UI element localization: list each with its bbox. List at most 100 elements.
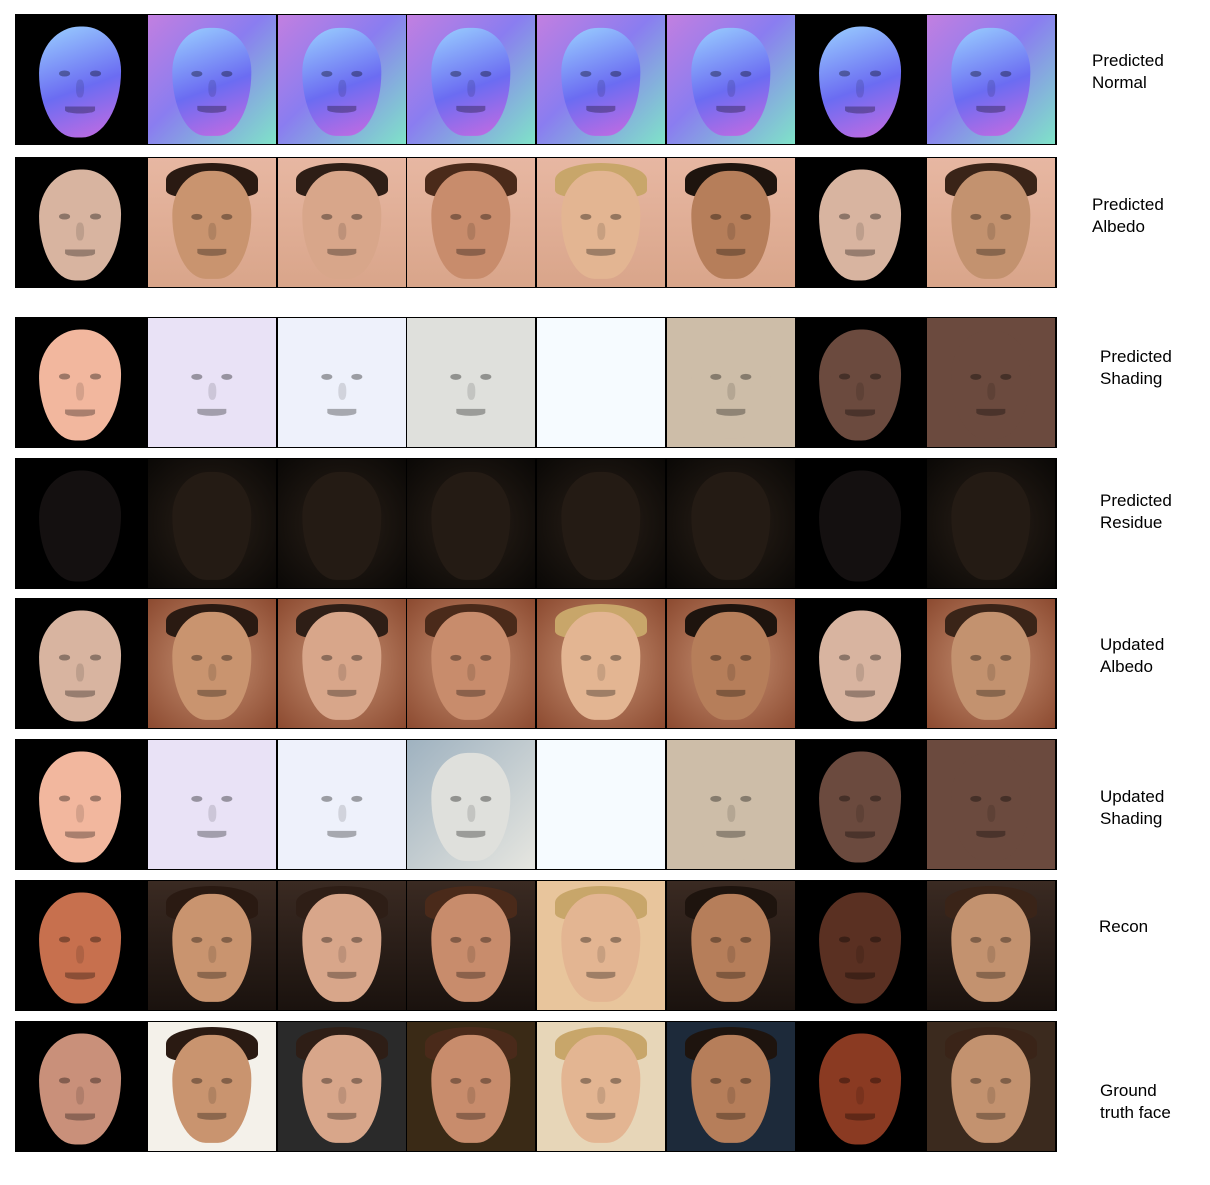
photo-face-4-image [537,740,665,869]
eye [610,214,622,220]
face [819,1033,901,1145]
mouth [845,106,875,114]
nose [75,663,85,682]
eye [221,655,233,661]
mouth [845,972,875,980]
eye [610,71,622,77]
nose [467,222,475,241]
nose [727,382,735,401]
mouth [716,408,746,416]
eye [351,796,363,802]
eye [221,374,233,380]
nose [75,79,85,98]
eye [450,937,462,943]
photo-face-3-image [407,599,535,728]
eye [480,937,492,943]
mouth [586,971,616,979]
face [819,892,901,1004]
eye [869,213,882,220]
photo-face-6-image [927,1022,1055,1151]
face [951,330,1031,440]
mouth [456,105,486,113]
face [302,330,382,440]
nose [987,663,995,682]
eye [89,213,102,220]
face [561,611,641,721]
render-face-2-image [796,1022,924,1151]
mouth [976,689,1006,697]
image-row-gt [15,1021,1057,1152]
nose [338,1086,346,1105]
mouth [976,1112,1006,1120]
face [39,470,121,582]
eye [58,795,71,802]
nose [855,222,865,241]
eye [1000,71,1012,77]
nose [987,222,995,241]
nose [597,945,605,964]
mouth [586,105,616,113]
eye [450,796,462,802]
image-row-normal [15,14,1057,145]
eye [740,374,752,380]
render-face-1-image [16,1022,144,1151]
nose [338,804,346,823]
row-label-normal: Predicted Normal [1092,51,1164,92]
face [691,471,771,581]
mouth [65,690,95,698]
nose [208,222,216,241]
nose [338,663,346,682]
eye [480,214,492,220]
eye [351,937,363,943]
face [172,471,252,581]
render-face-2-image [796,599,924,728]
photo-face-1-image [148,740,276,869]
photo-face-5-image [667,15,795,144]
eye [710,71,722,77]
nose [855,1086,865,1105]
eye [58,373,71,380]
mouth [197,971,227,979]
eye [450,374,462,380]
face [431,330,511,440]
eye [191,214,203,220]
mouth [197,689,227,697]
eye [480,71,492,77]
mouth [456,689,486,697]
nose [987,382,995,401]
face [951,27,1031,137]
photo-face-3-image [407,881,535,1010]
photo-face-2-image [278,599,406,728]
face [302,893,382,1003]
face [951,471,1031,581]
mouth [197,1112,227,1120]
render-face-1-image [16,740,144,869]
mouth [197,248,227,256]
eye [191,71,203,77]
nose [208,1086,216,1105]
mouth [716,689,746,697]
eye [740,1078,752,1084]
eye [89,654,102,661]
mouth [586,1112,616,1120]
photo-face-6-image [927,459,1055,588]
face [691,330,771,440]
photo-face-3-image [407,15,535,144]
mouth [976,248,1006,256]
eye [710,655,722,661]
nose [727,1086,735,1105]
face [39,751,121,863]
nose [75,1086,85,1105]
mouth [456,248,486,256]
photo-face-5-image [667,881,795,1010]
face [951,1034,1031,1144]
photo-face-2-image [278,15,406,144]
face [951,170,1031,280]
photo-face-5-image [667,1022,795,1151]
mouth [716,830,746,838]
photo-face-1-image [148,1022,276,1151]
eye [838,70,851,77]
eye [351,214,363,220]
photo-face-5-image [667,740,795,869]
eye [1000,655,1012,661]
